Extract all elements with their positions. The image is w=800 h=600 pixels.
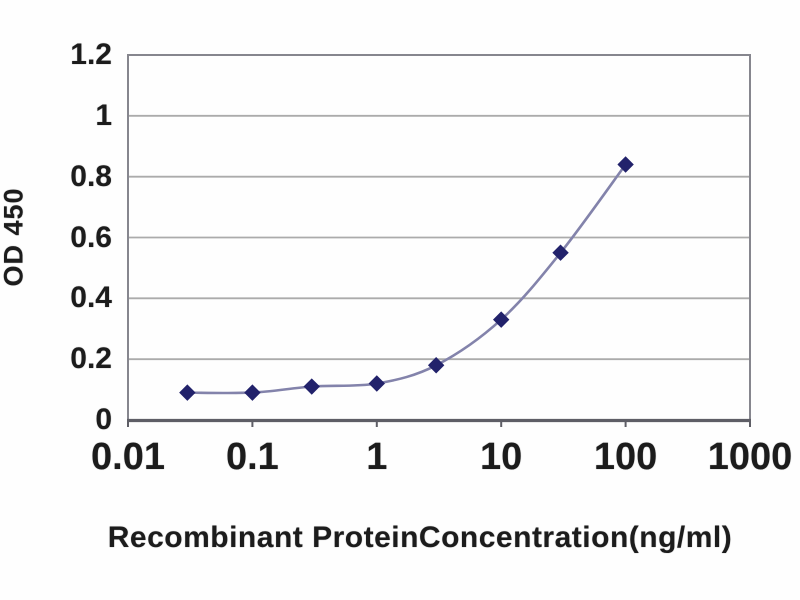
y-tick-label: 0.8: [70, 159, 112, 193]
data-point-marker: [492, 311, 510, 328]
y-tick-label: 1: [95, 98, 112, 132]
x-tick-label: 0.1: [225, 436, 279, 478]
data-point-marker: [617, 156, 634, 173]
x-axis-title: Recombinant ProteinConcentration(ng/ml): [107, 521, 733, 554]
x-tick-label: 0.01: [91, 436, 165, 478]
data-point-marker: [179, 384, 196, 401]
data-point-marker: [303, 378, 320, 395]
x-tick-label: 1: [366, 436, 388, 478]
y-tick-label: 0.2: [70, 342, 112, 376]
x-tick-label: 1000: [707, 436, 793, 478]
y-tick-label: 1.2: [70, 38, 112, 71]
data-point-marker: [244, 384, 261, 401]
y-tick-label: 0.6: [70, 220, 112, 254]
data-point-marker: [368, 375, 386, 392]
data-point-marker: [552, 244, 569, 261]
data-point-marker: [427, 357, 445, 374]
x-tick-label: 10: [480, 436, 523, 478]
y-tick-label: 0.4: [70, 281, 112, 315]
y-tick-label: 0: [95, 403, 112, 436]
x-tick-label: 100: [593, 436, 658, 478]
